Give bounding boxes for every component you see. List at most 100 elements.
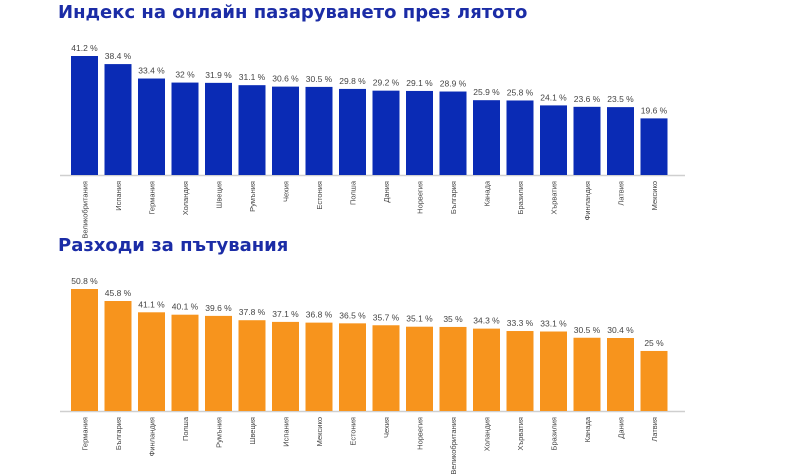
bar: [406, 90, 433, 175]
category-label: Естония: [315, 181, 324, 210]
bar: [473, 100, 500, 175]
bar: [506, 331, 534, 411]
category-label: Норвегия: [416, 181, 425, 214]
bar: [305, 322, 333, 411]
bar: [640, 350, 668, 411]
category-label: Германия: [148, 181, 157, 215]
bar: [607, 337, 634, 411]
category-label: Полша: [349, 180, 358, 205]
data-label: 29.1 %: [406, 78, 433, 88]
bar: [339, 88, 366, 175]
bar: [171, 314, 199, 411]
category-label: Мексико: [650, 181, 659, 210]
data-label: 23.5 %: [607, 94, 634, 104]
bar: [272, 321, 299, 411]
chart-title-online-shopping: Индекс на онлайн пазаруването през лятот…: [58, 2, 528, 23]
data-label: 25.8 %: [507, 87, 534, 97]
bar: [305, 86, 333, 175]
data-label: 25.9 %: [473, 87, 500, 97]
category-label: Румъния: [248, 181, 257, 212]
data-label: 37.1 %: [272, 309, 299, 319]
category-label: Финландия: [148, 417, 157, 456]
bar: [272, 86, 299, 175]
bar: [238, 320, 266, 411]
category-label: Хърватия: [516, 417, 525, 450]
bar: [138, 312, 165, 411]
bar: [540, 331, 567, 411]
bar: [607, 107, 634, 175]
data-label: 35 %: [443, 314, 463, 324]
bar: [439, 326, 467, 411]
category-label: Латвия: [617, 181, 626, 206]
data-label: 30.5 %: [574, 325, 601, 335]
category-label: Германия: [81, 417, 90, 451]
data-label: 30.4 %: [607, 325, 634, 335]
data-label: 25 %: [644, 338, 664, 348]
data-label: 33.4 %: [138, 66, 165, 76]
category-label: Бразилия: [516, 181, 525, 214]
category-label: Испания: [282, 417, 291, 447]
category-label: Канада: [483, 180, 492, 206]
bar: [540, 105, 567, 175]
category-label: Мексико: [315, 417, 324, 446]
data-label: 45.8 %: [105, 288, 132, 298]
category-label: Швеция: [248, 417, 257, 445]
bar: [138, 78, 165, 175]
category-label: Латвия: [650, 417, 659, 442]
category-label: Чехия: [382, 417, 391, 438]
category-label: Чехия: [282, 181, 291, 202]
bar: [573, 106, 601, 175]
data-label: 36.8 %: [306, 310, 333, 320]
bar: [439, 91, 467, 175]
category-label: България: [449, 181, 458, 214]
category-label: Дания: [382, 181, 391, 203]
category-label: Испания: [114, 181, 123, 211]
bar: [71, 289, 98, 411]
category-label: Великобритания: [81, 181, 90, 239]
data-label: 31.1 %: [239, 72, 266, 82]
data-label: 39.6 %: [205, 303, 232, 313]
bar: [238, 85, 266, 175]
category-label: Хърватия: [550, 181, 559, 214]
data-label: 41.1 %: [138, 299, 165, 309]
data-label: 33.1 %: [540, 319, 567, 329]
data-label: 35.7 %: [373, 312, 400, 322]
data-label: 19.6 %: [641, 105, 668, 115]
category-label: Финландия: [583, 181, 592, 220]
bar: [71, 56, 98, 175]
category-label: Холандия: [181, 181, 190, 215]
category-label: Великобритания: [449, 417, 458, 475]
category-label: Холандия: [483, 417, 492, 451]
chart-title-travel-spending: Разходи за пътувания: [58, 235, 289, 256]
category-label: Румъния: [215, 417, 224, 448]
data-label: 23.6 %: [574, 94, 601, 104]
data-label: 24.1 %: [540, 92, 567, 102]
bar: [104, 301, 132, 411]
bar: [372, 90, 400, 175]
data-label: 36.5 %: [339, 310, 366, 320]
bar: [640, 118, 668, 175]
category-label: Швеция: [215, 181, 224, 209]
category-label: Норвегия: [416, 417, 425, 450]
data-label: 32 %: [175, 70, 195, 80]
data-label: 29.2 %: [373, 78, 400, 88]
data-label: 30.5 %: [306, 74, 333, 84]
bar: [573, 337, 601, 411]
bar: [104, 64, 132, 175]
category-label: Дания: [617, 417, 626, 439]
bar: [171, 82, 199, 175]
data-label: 41.2 %: [71, 43, 98, 53]
data-label: 31.9 %: [205, 70, 232, 80]
bar: [473, 328, 500, 411]
bar: [205, 82, 232, 175]
data-label: 40.1 %: [172, 302, 199, 312]
data-label: 34.3 %: [473, 316, 500, 326]
data-label: 30.6 %: [272, 74, 299, 84]
bar: [205, 315, 232, 411]
bar: [406, 326, 433, 411]
data-label: 29.8 %: [339, 76, 366, 86]
bar: [372, 325, 400, 411]
data-label: 28.9 %: [440, 79, 467, 89]
bar: [339, 323, 366, 411]
